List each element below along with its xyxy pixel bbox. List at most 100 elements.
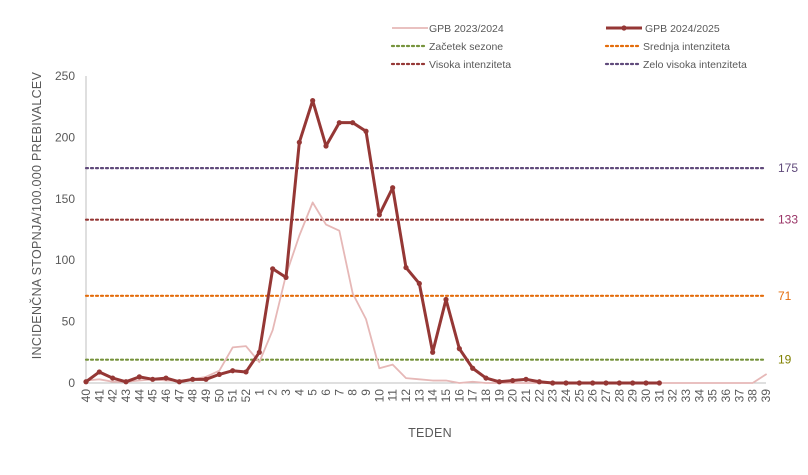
data-point: [403, 264, 409, 271]
x-tick-label: 47: [172, 389, 186, 403]
x-tick-label: 16: [452, 389, 466, 403]
data-point: [510, 377, 516, 384]
data-point: [96, 369, 102, 375]
data-point: [150, 376, 156, 382]
x-tick-label: 8: [346, 389, 360, 396]
x-tick-label: 51: [226, 389, 240, 403]
x-tick-label: 30: [639, 389, 653, 403]
data-point: [176, 379, 182, 385]
data-point: [470, 365, 476, 371]
data-point: [190, 376, 196, 382]
x-tick-label: 50: [212, 389, 226, 403]
x-tick-label: 48: [186, 389, 200, 403]
data-point: [656, 380, 662, 386]
x-tick-label: 18: [479, 389, 493, 403]
data-point: [216, 371, 222, 378]
x-tick-label: 36: [719, 389, 733, 403]
data-point: [523, 376, 529, 382]
x-tick-label: 27: [599, 389, 613, 403]
data-point: [296, 139, 302, 145]
x-tick-label: 49: [199, 389, 213, 403]
x-tick-label: 42: [106, 389, 120, 403]
x-tick-label: 34: [692, 389, 706, 403]
data-point: [616, 380, 622, 386]
x-tick-label: 12: [399, 389, 413, 403]
threshold-label: 133: [778, 213, 798, 227]
data-point: [430, 349, 436, 355]
series-line-2023-2024: [85, 201, 767, 384]
y-tick-label: 250: [55, 69, 75, 83]
x-tick-label: 31: [652, 389, 666, 403]
legend-label: Visoka intenziteta: [429, 59, 511, 71]
legend-label: GPB 2023/2024: [429, 23, 504, 35]
x-tick-label: 7: [332, 389, 346, 396]
data-point: [230, 368, 236, 374]
x-tick-label: 33: [679, 389, 693, 403]
y-tick-label: 50: [62, 315, 76, 329]
x-tick-label: 46: [159, 389, 173, 403]
x-tick-label: 4: [292, 389, 306, 396]
data-point: [536, 379, 542, 385]
threshold-label: 175: [778, 161, 798, 175]
threshold-label: 19: [778, 353, 792, 367]
x-tick-label: 9: [359, 389, 373, 396]
data-point: [163, 375, 169, 381]
data-point: [390, 185, 396, 191]
data-point: [456, 346, 462, 352]
y-tick-label: 150: [55, 192, 75, 206]
data-point: [363, 128, 369, 134]
data-point: [443, 296, 449, 303]
x-tick-label: 23: [546, 389, 560, 403]
x-tick-label: 5: [306, 389, 320, 396]
x-tick-label: 52: [239, 389, 253, 403]
data-point: [550, 380, 556, 386]
x-tick-label: 3: [279, 389, 293, 396]
x-tick-label: 35: [706, 389, 720, 403]
x-tick-label: 44: [132, 389, 146, 403]
x-tick-label: 37: [732, 389, 746, 403]
x-tick-label: 43: [119, 389, 133, 403]
x-tick-label: 25: [572, 389, 586, 403]
data-point: [563, 380, 569, 386]
legend-label: Začetek sezone: [429, 41, 503, 53]
x-tick-label: 11: [386, 389, 400, 402]
data-point: [123, 379, 129, 385]
legend-marker: [621, 25, 627, 31]
x-tick-label: 20: [506, 389, 520, 403]
data-point: [483, 375, 489, 381]
x-tick-label: 22: [532, 389, 546, 403]
x-tick-label: 17: [466, 389, 480, 403]
data-point: [350, 120, 356, 126]
x-tick-label: 28: [612, 389, 626, 403]
x-tick-label: 13: [412, 389, 426, 403]
x-tick-label: 19: [492, 389, 506, 403]
y-tick-label: 0: [68, 376, 75, 390]
y-tick-label: 200: [55, 130, 75, 144]
data-point: [283, 274, 289, 280]
x-tick-label: 39: [759, 389, 773, 403]
data-point: [323, 143, 329, 149]
y-axis-title: INCIDENČNA STOPNJA/100.000 PREBIVALCEV: [29, 71, 44, 359]
x-tick-label: 29: [626, 389, 640, 403]
x-tick-label: 1: [252, 389, 266, 396]
data-point: [270, 266, 276, 272]
data-point: [83, 379, 89, 385]
data-point: [590, 380, 596, 386]
y-tick-label: 100: [55, 253, 75, 267]
x-axis-title: TEDEN: [408, 426, 452, 440]
data-point: [376, 212, 382, 218]
x-tick-label: 32: [666, 389, 680, 403]
x-tick-label: 40: [79, 389, 93, 403]
data-point: [110, 375, 116, 381]
x-tick-label: 14: [426, 389, 440, 403]
x-tick-label: 41: [92, 389, 106, 403]
legend-label: Srednja intenziteta: [643, 41, 730, 53]
data-point: [310, 97, 316, 104]
x-tick-label: 21: [519, 389, 533, 403]
x-tick-label: 6: [319, 389, 333, 396]
x-tick-label: 2: [266, 389, 280, 396]
data-point: [256, 349, 262, 355]
data-point: [496, 379, 502, 385]
data-point: [136, 374, 142, 380]
